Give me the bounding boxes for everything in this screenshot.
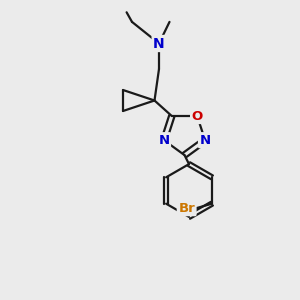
Text: N: N xyxy=(153,37,165,50)
Text: Br: Br xyxy=(178,202,195,215)
Text: N: N xyxy=(158,134,169,147)
Text: N: N xyxy=(200,134,211,147)
Text: O: O xyxy=(192,110,203,122)
